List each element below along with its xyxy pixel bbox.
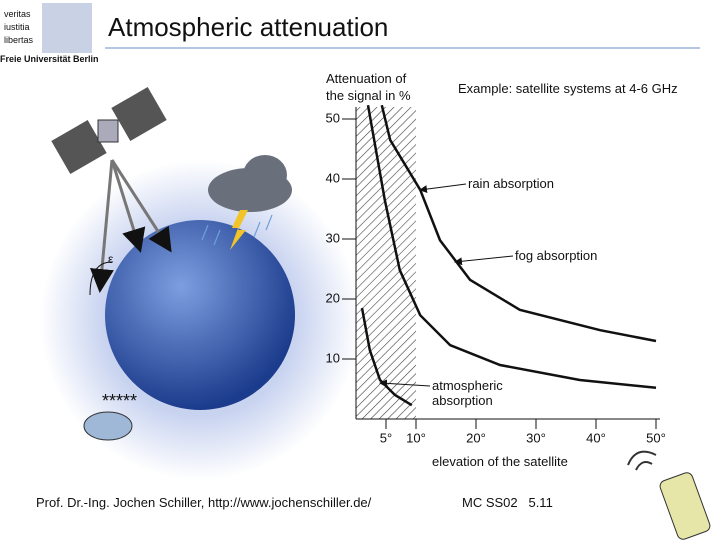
series-label: fog absorption (515, 248, 598, 263)
angle-label: ε (108, 252, 114, 266)
mobile-phone (627, 450, 711, 540)
y-axis-label: Attenuation of the signal in % (326, 70, 411, 104)
logo-line: iustitia (4, 22, 30, 32)
angle-arc (89, 261, 113, 296)
shaded-region (356, 107, 416, 419)
logo-text: veritas iustitia libertas (4, 8, 40, 47)
university: Freie Universität Berlin (0, 54, 99, 64)
x-axis-label: elevation of the satellite (432, 454, 568, 469)
svg-text:*****: ***** (102, 391, 137, 411)
x-tick-label: 10° (406, 430, 426, 445)
logo-line: veritas (4, 9, 31, 19)
y-tick-label: 40 (326, 170, 340, 185)
satellite (51, 87, 167, 174)
series-label: rain absorption (468, 176, 554, 191)
chart-subtitle: Example: satellite systems at 4-6 GHz (458, 81, 678, 96)
label-arrow (379, 379, 431, 388)
y-label-line: the signal in % (326, 88, 411, 103)
x-tick-label: 20° (466, 430, 486, 445)
footer-author: Prof. Dr.-Ing. Jochen Schiller, http://w… (36, 495, 372, 510)
snow-cloud: ***** (83, 391, 137, 441)
y-label-line: Attenuation of (326, 71, 407, 86)
y-tick-label: 20 (326, 290, 340, 305)
logo-seal (42, 3, 92, 53)
slide-title: Atmospheric attenuation (108, 12, 389, 42)
x-tick-label: 40° (586, 430, 606, 445)
x-tick-label: 30° (526, 430, 546, 445)
globe (105, 220, 295, 410)
logo-line: libertas (4, 35, 34, 45)
series-label: atmospheric absorption (432, 378, 503, 408)
y-tick-label: 50 (326, 110, 340, 125)
series-line (380, 104, 657, 343)
footer-slide: MC SS02 5.11 (462, 495, 553, 510)
label-arrow (419, 183, 467, 194)
y-tick-label: 30 (326, 230, 340, 245)
y-tick-label: 10 (326, 350, 340, 365)
signal-paths (89, 159, 172, 293)
x-tick-label: 5° (380, 430, 392, 445)
series-line (366, 104, 657, 390)
rain-cloud (201, 155, 292, 250)
label-arrow (454, 255, 514, 266)
x-tick-label: 50° (646, 430, 666, 445)
